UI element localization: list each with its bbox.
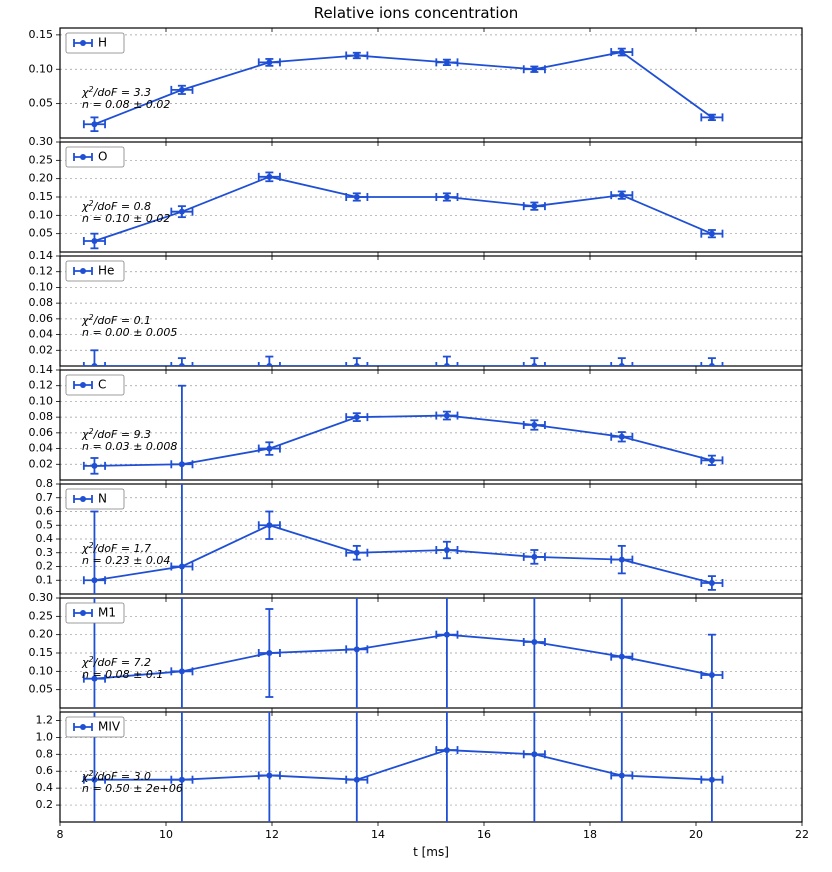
svg-text:0.04: 0.04 [29, 442, 54, 455]
svg-text:14: 14 [371, 828, 385, 841]
svg-text:0.02: 0.02 [29, 343, 54, 356]
svg-text:0.2: 0.2 [36, 560, 54, 573]
panel-H: 0.05 0.10 0.15 Hχ2/doF = 3.3n = 0.08 ± 0.02 [29, 28, 803, 142]
svg-text:n = 0.50 ± 2e+06: n = 0.50 ± 2e+06 [82, 782, 183, 795]
svg-text:χ2/doF = 3.3: χ2/doF = 3.3 [81, 85, 151, 100]
svg-text:0.2: 0.2 [36, 798, 54, 811]
legend-He: He [66, 261, 124, 281]
svg-text:0.05: 0.05 [29, 97, 54, 110]
svg-text:C: C [98, 378, 106, 392]
svg-text:0.6: 0.6 [36, 505, 54, 518]
svg-text:χ2/doF = 7.2: χ2/doF = 7.2 [81, 655, 151, 670]
svg-text:0.08: 0.08 [29, 410, 54, 423]
svg-text:M1: M1 [98, 606, 116, 620]
svg-text:0.06: 0.06 [29, 426, 54, 439]
svg-text:0.14: 0.14 [29, 363, 54, 376]
svg-text:0.15: 0.15 [29, 646, 54, 659]
svg-text:0.10: 0.10 [29, 62, 54, 75]
svg-text:H: H [98, 36, 107, 50]
svg-text:0.10: 0.10 [29, 394, 54, 407]
series-H [84, 48, 723, 131]
svg-text:He: He [98, 264, 114, 278]
svg-text:0.30: 0.30 [29, 135, 54, 148]
svg-text:Relative ions concentration: Relative ions concentration [314, 4, 519, 22]
svg-text:0.5: 0.5 [36, 518, 54, 531]
legend-H: H [66, 33, 124, 53]
svg-text:0.20: 0.20 [29, 172, 54, 185]
svg-text:n = 0.03 ± 0.008: n = 0.03 ± 0.008 [82, 440, 177, 453]
legend-C: C [66, 375, 124, 395]
series-O [84, 172, 723, 248]
panel-He: 0.02 0.04 0.06 0.08 0.10 0.12 0.14 He χ2/doF = 0… [29, 249, 803, 382]
svg-text:10: 10 [159, 828, 173, 841]
svg-text:20: 20 [689, 828, 703, 841]
svg-text:12: 12 [265, 828, 279, 841]
svg-text:0.02: 0.02 [29, 457, 54, 470]
svg-text:n = 0.23 ± 0.04: n = 0.23 ± 0.04 [82, 554, 170, 567]
svg-text:0.06: 0.06 [29, 312, 54, 325]
svg-text:n = 0.08 ± 0.02: n = 0.08 ± 0.02 [82, 98, 170, 111]
svg-text:0.4: 0.4 [36, 781, 54, 794]
svg-text:22: 22 [795, 828, 809, 841]
svg-text:n = 0.08 ± 0.1: n = 0.08 ± 0.1 [82, 668, 163, 681]
panel-O: 0.05 0.10 0.15 0.20 0.25 0.30 Oχ2/doF = 0.8n =… [29, 135, 803, 256]
svg-text:0.25: 0.25 [29, 609, 54, 622]
legend-O: O [66, 147, 124, 167]
annotation-M1: χ2/doF = 7.2n = 0.08 ± 0.1 [81, 655, 163, 682]
annotation-He: χ2/doF = 0.1n = 0.00 ± 0.005 [81, 313, 177, 340]
svg-text:0.05: 0.05 [29, 227, 54, 240]
svg-text:0.12: 0.12 [29, 265, 54, 278]
svg-text:0.05: 0.05 [29, 683, 54, 696]
svg-text:0.8: 0.8 [36, 477, 54, 490]
svg-text:0.20: 0.20 [29, 628, 54, 641]
svg-text:0.1: 0.1 [36, 573, 54, 586]
svg-text:0.10: 0.10 [29, 280, 54, 293]
svg-text:n = 0.00 ± 0.005: n = 0.00 ± 0.005 [82, 326, 177, 339]
svg-text:0.14: 0.14 [29, 249, 54, 262]
svg-text:n = 0.10 ± 0.02: n = 0.10 ± 0.02 [82, 212, 170, 225]
svg-text:0.15: 0.15 [29, 190, 54, 203]
svg-text:0.4: 0.4 [36, 532, 54, 545]
svg-text:t [ms]: t [ms] [413, 845, 449, 859]
svg-text:8: 8 [57, 828, 64, 841]
annotation-O: χ2/doF = 0.8n = 0.10 ± 0.02 [81, 199, 170, 226]
svg-text:0.08: 0.08 [29, 296, 54, 309]
annotation-C: χ2/doF = 9.3n = 0.03 ± 0.008 [81, 427, 177, 454]
figure: Relative ions concentration 0.05 0.10 0.15 H… [0, 0, 832, 872]
series-MIV [84, 581, 723, 872]
svg-text:χ2/doF = 0.1: χ2/doF = 0.1 [81, 313, 151, 328]
svg-text:0.6: 0.6 [36, 764, 54, 777]
svg-text:χ2/doF = 0.8: χ2/doF = 0.8 [81, 199, 151, 214]
svg-text:18: 18 [583, 828, 597, 841]
svg-text:16: 16 [477, 828, 491, 841]
svg-text:χ2/doF = 9.3: χ2/doF = 9.3 [81, 427, 151, 442]
panel-MIV: 0.2 0.4 0.6 0.8 1.0 1.2 8 10 12 14 16 18 20 22 MIV χ2/d… [36, 581, 810, 872]
svg-text:1.2: 1.2 [36, 713, 54, 726]
svg-text:N: N [98, 492, 107, 506]
svg-text:O: O [98, 150, 107, 164]
svg-text:0.25: 0.25 [29, 153, 54, 166]
legend-MIV: MIV [66, 717, 124, 737]
svg-text:0.04: 0.04 [29, 328, 54, 341]
annotation-MIV: χ2/doF = 3.0n = 0.50 ± 2e+06 [81, 769, 183, 796]
svg-text:MIV: MIV [98, 720, 121, 734]
legend-M1: M1 [66, 603, 124, 623]
panel-C: 0.02 0.04 0.06 0.08 0.10 0.12 0.14 Cχ2/doF = 9.… [29, 363, 803, 543]
svg-text:0.10: 0.10 [29, 664, 54, 677]
legend-N: N [66, 489, 124, 509]
svg-text:0.3: 0.3 [36, 546, 54, 559]
svg-text:0.7: 0.7 [36, 491, 54, 504]
svg-text:1.0: 1.0 [36, 730, 54, 743]
panel-N: 0.10.20.30.40.50.60.70.8 Nχ2/doF = 1.7n =… [36, 457, 803, 677]
svg-text:0.30: 0.30 [29, 591, 54, 604]
svg-text:0.12: 0.12 [29, 379, 54, 392]
svg-text:0.15: 0.15 [29, 28, 54, 41]
series-He [84, 350, 723, 381]
svg-text:0.8: 0.8 [36, 747, 54, 760]
annotation-N: χ2/doF = 1.7n = 0.23 ± 0.04 [81, 541, 170, 568]
svg-text:χ2/doF = 3.0: χ2/doF = 3.0 [81, 769, 151, 784]
svg-text:0.10: 0.10 [29, 208, 54, 221]
annotation-H: χ2/doF = 3.3n = 0.08 ± 0.02 [81, 85, 170, 112]
